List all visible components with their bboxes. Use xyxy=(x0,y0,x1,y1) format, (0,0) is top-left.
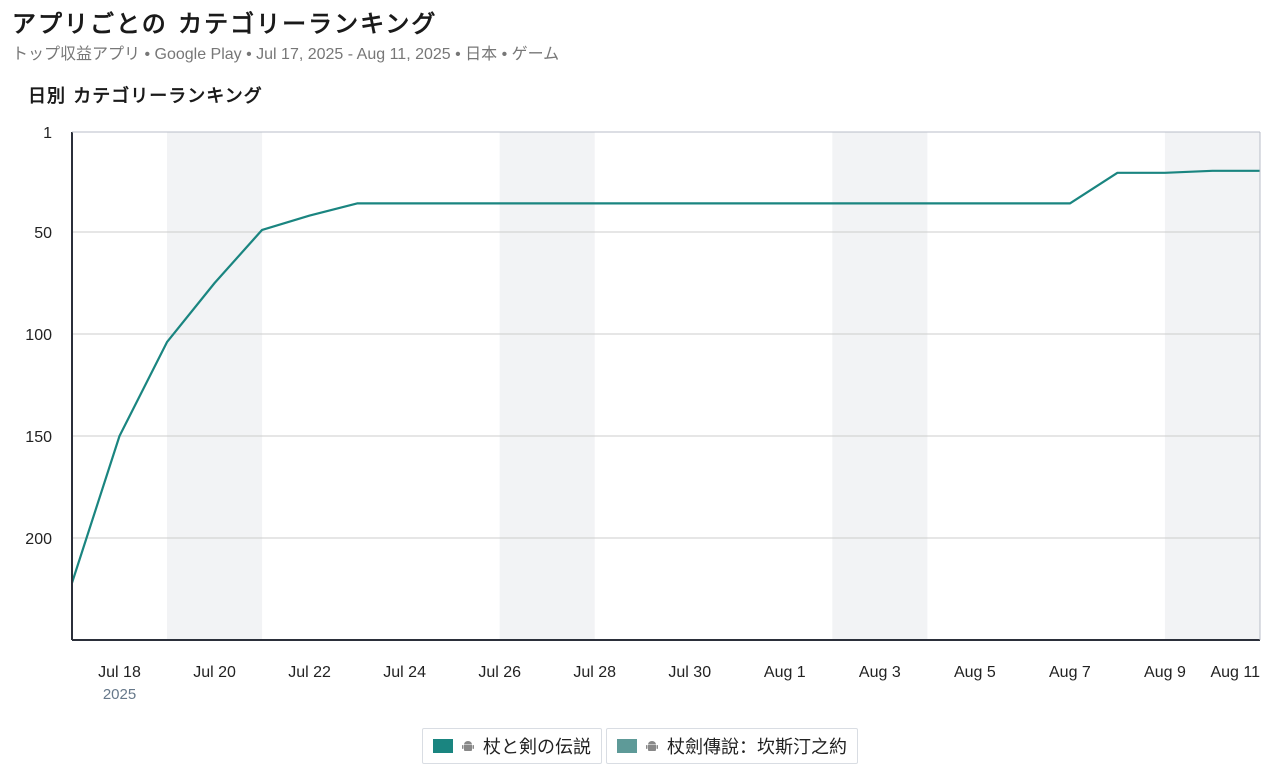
legend-item-series-2[interactable]: 杖劍傳說：坎斯汀之約 xyxy=(606,728,858,764)
weekend-band xyxy=(832,132,928,640)
x-tick-label: Jul 26 xyxy=(478,664,521,681)
weekend-band xyxy=(1164,132,1260,640)
y-tick-label: 200 xyxy=(25,531,52,548)
x-tick-label: Jul 28 xyxy=(573,664,616,681)
x-tick-label: Aug 7 xyxy=(1049,664,1091,681)
x-tick-label: Aug 9 xyxy=(1144,664,1186,681)
page-subtitle: トップ収益アプリ • Google Play • Jul 17, 2025 - … xyxy=(12,46,560,63)
legend: 杖と剣の伝説 杖劍傳說：坎斯汀之約 xyxy=(0,728,1280,764)
x-tick-label: Aug 5 xyxy=(954,664,996,681)
weekend-bands xyxy=(167,132,1260,640)
x-tick-label: Aug 1 xyxy=(764,664,806,681)
x-tick-label: Jul 30 xyxy=(668,664,711,681)
android-icon xyxy=(646,741,658,751)
series-lines xyxy=(70,169,1260,584)
x-tick-label: Jul 20 xyxy=(193,664,236,681)
android-icon xyxy=(462,741,474,751)
page-title: アプリごとの カテゴリーランキング xyxy=(12,10,438,38)
legend-swatch-1 xyxy=(433,739,453,753)
x-tick-label: Aug 3 xyxy=(859,664,901,681)
chart-title: 日別 カテゴリーランキング xyxy=(28,86,263,107)
legend-label-2: 杖劍傳說：坎斯汀之約 xyxy=(667,737,847,758)
axes xyxy=(71,131,1261,641)
x-axis-ticks: Jul 18 Jul 20 Jul 22 Jul 24 Jul 26 Jul 28 Jul … xyxy=(98,664,1260,703)
legend-item-series-1[interactable]: 杖と剣の伝説 xyxy=(422,728,602,764)
weekend-band xyxy=(167,132,263,640)
legend-label-1: 杖と剣の伝説 xyxy=(483,737,591,758)
y-tick-label: 50 xyxy=(34,225,52,242)
y-tick-label: 150 xyxy=(25,429,52,446)
weekend-band xyxy=(499,132,595,640)
x-year-label: 2025 xyxy=(103,686,136,703)
x-tick-label: Jul 18 xyxy=(98,664,141,681)
x-tick-label: Jul 24 xyxy=(383,664,426,681)
x-tick-label: Jul 22 xyxy=(288,664,331,681)
legend-swatch-2 xyxy=(617,739,637,753)
x-tick-label: Aug 11 xyxy=(1210,664,1260,681)
series-line-1 xyxy=(70,169,1260,584)
y-tick-label: 1 xyxy=(43,125,52,142)
y-tick-label: 100 xyxy=(25,327,52,344)
